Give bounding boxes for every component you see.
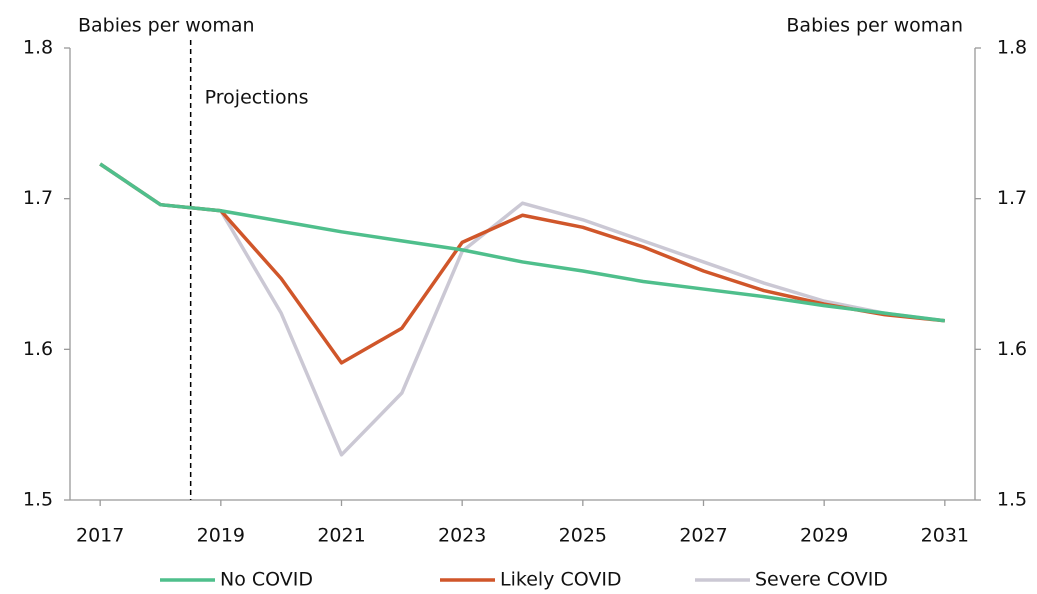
y-tick-label: 1.8 [23, 37, 53, 59]
y2-tick-label: 1.8 [997, 37, 1027, 59]
y-axis-title: Babies per woman [78, 15, 255, 37]
y-tick-label: 1.7 [23, 187, 53, 209]
x-tick-label: 2019 [197, 525, 245, 547]
x-tick-label: 2031 [921, 525, 969, 547]
x-tick-label: 2025 [559, 525, 607, 547]
x-tick-label: 2023 [438, 525, 486, 547]
legend-label: Likely COVID [500, 569, 622, 591]
y2-axis-title: Babies per woman [786, 15, 963, 37]
series-line [99, 162, 946, 365]
legend-label: Severe COVID [755, 569, 888, 591]
x-tick-label: 2017 [76, 525, 124, 547]
y2-tick-label: 1.7 [997, 187, 1027, 209]
series-line [99, 162, 946, 323]
y2-tick-label: 1.6 [997, 338, 1027, 360]
y2-tick-label: 1.5 [997, 489, 1027, 511]
legend-label: No COVID [220, 569, 313, 591]
x-tick-label: 2029 [800, 525, 848, 547]
x-tick-label: 2027 [679, 525, 727, 547]
annotation: Projections [205, 87, 309, 109]
y-tick-label: 1.5 [23, 489, 53, 511]
y-tick-label: 1.6 [23, 338, 53, 360]
x-tick-label: 2021 [317, 525, 365, 547]
series-line [99, 162, 946, 457]
